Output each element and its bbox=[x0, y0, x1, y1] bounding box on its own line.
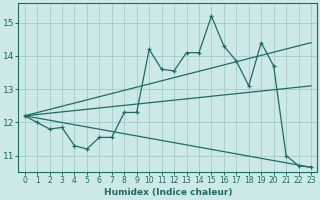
X-axis label: Humidex (Indice chaleur): Humidex (Indice chaleur) bbox=[104, 188, 232, 197]
